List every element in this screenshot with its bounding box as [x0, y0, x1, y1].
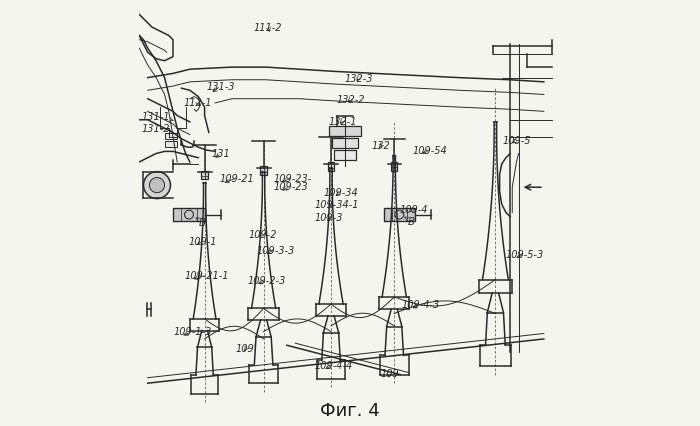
Text: 131-1: 131-1	[141, 111, 173, 122]
Text: 109-54: 109-54	[412, 146, 447, 156]
Bar	[329, 127, 360, 136]
Bar	[391, 163, 397, 171]
Text: 109': 109'	[235, 343, 257, 354]
Circle shape	[144, 172, 171, 199]
Text: 109-23-: 109-23-	[273, 173, 312, 184]
Text: 109-4-3: 109-4-3	[401, 299, 440, 310]
Bar	[332, 139, 358, 149]
Text: 109-1-3: 109-1-3	[174, 327, 212, 337]
Text: B: B	[405, 216, 415, 226]
Bar	[328, 163, 335, 172]
Text: 109-2-3: 109-2-3	[248, 275, 286, 285]
Text: 109-23: 109-23	[273, 182, 308, 192]
Text: 111-2: 111-2	[254, 23, 282, 33]
Text: 109-34: 109-34	[323, 188, 358, 198]
Bar	[260, 167, 267, 176]
Text: 109-4: 109-4	[400, 204, 428, 215]
Text: Фиг. 4: Фиг. 4	[320, 401, 380, 419]
Text: 132: 132	[372, 141, 391, 151]
Text: 109-4-4: 109-4-4	[314, 360, 352, 370]
Text: 109-3: 109-3	[314, 212, 343, 222]
Text: 109-34-1: 109-34-1	[314, 200, 358, 210]
Text: 109-2: 109-2	[249, 229, 277, 239]
Bar	[164, 133, 177, 139]
Text: 109-21-1: 109-21-1	[185, 270, 230, 280]
Circle shape	[149, 178, 164, 193]
Bar	[173, 209, 205, 222]
Text: 132-1: 132-1	[328, 116, 356, 127]
Text: 131-2: 131-2	[141, 124, 173, 135]
Bar	[334, 151, 356, 161]
Text: 109-1: 109-1	[189, 236, 218, 247]
Text: 109-3-3: 109-3-3	[256, 245, 295, 255]
Text: 109-5: 109-5	[503, 136, 531, 146]
Bar	[202, 171, 208, 180]
Text: 112-1: 112-1	[183, 98, 212, 108]
Text: B: B	[196, 217, 206, 227]
Text: 131: 131	[212, 149, 230, 159]
Bar	[384, 209, 415, 222]
Text: 132-2: 132-2	[337, 95, 365, 104]
Text: 132-3: 132-3	[345, 73, 373, 83]
Text: 131-3: 131-3	[206, 82, 235, 92]
Text: 109-5-3: 109-5-3	[506, 249, 544, 259]
Bar	[164, 142, 177, 148]
Text: 109-21: 109-21	[219, 173, 254, 184]
Text: 109: 109	[380, 368, 399, 378]
